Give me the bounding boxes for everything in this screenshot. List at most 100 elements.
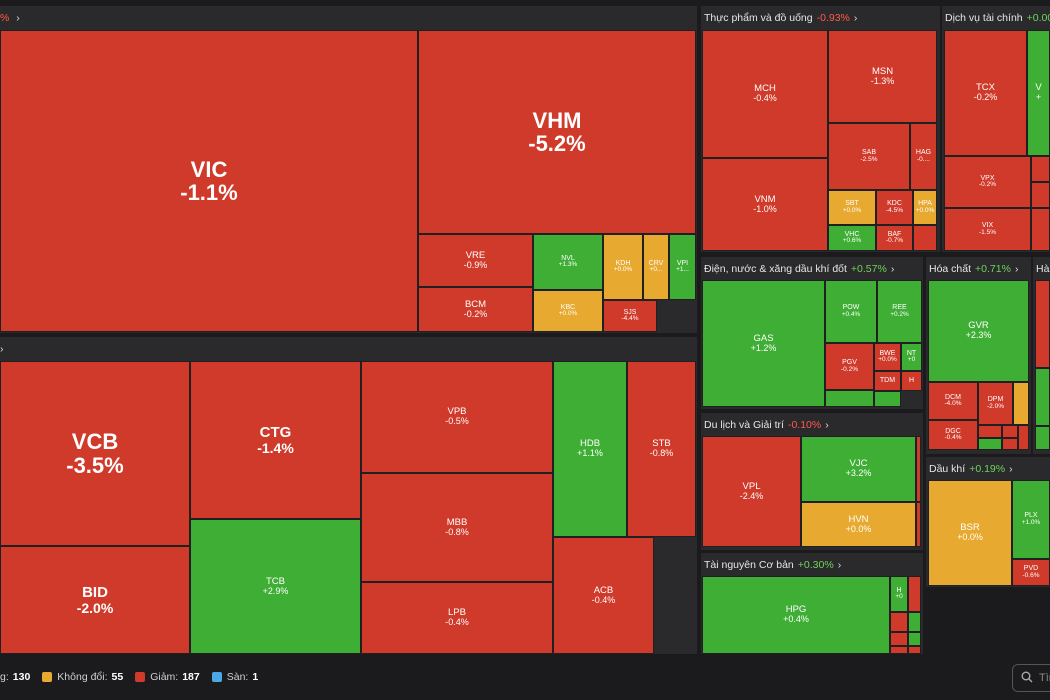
stock-tile-vpi[interactable]: VPI +1...: [669, 234, 696, 300]
stock-tile-small[interactable]: [874, 391, 901, 407]
stock-tile-small[interactable]: [890, 646, 908, 654]
stock-tile-nvl[interactable]: NVL +1.3%: [533, 234, 603, 290]
sector-header[interactable]: Tài nguyên Cơ bản +0.30% ›: [701, 553, 841, 577]
sector-header[interactable]: ›: [0, 337, 4, 361]
stock-tile-small[interactable]: [913, 225, 937, 251]
sector-header[interactable]: Thực phẩm và đồ uống -0.93% ›: [701, 6, 857, 30]
stock-tile-vre[interactable]: VRE -0.9%: [418, 234, 533, 287]
stock-tile-small[interactable]: [908, 632, 921, 646]
search-box[interactable]: Tìm: [1012, 664, 1050, 692]
stock-tile-msn[interactable]: MSN -1.3%: [828, 30, 937, 123]
stock-tile-kbc[interactable]: KBC +0.0%: [533, 290, 603, 332]
stock-change: -2.0%: [76, 599, 114, 616]
stock-tile-tcx[interactable]: TCX -0.2%: [944, 30, 1027, 156]
stock-tile-small[interactable]: [1031, 182, 1050, 208]
stock-tile-tcb[interactable]: TCB +2.9%: [190, 519, 361, 654]
sector-header[interactable]: Điện, nước & xăng dầu khí đốt +0.57% ›: [701, 257, 894, 281]
sector-header[interactable]: Hàn: [1033, 257, 1050, 281]
stock-ticker: KDH: [615, 259, 631, 267]
stock-tile-vic[interactable]: VIC -1.1%: [0, 30, 418, 332]
search-icon: [1021, 671, 1039, 686]
stock-tile-bwe[interactable]: BWE +0.0%: [874, 343, 901, 371]
stock-tile-dcm[interactable]: DCM -4.0%: [928, 382, 978, 420]
stock-tile-v[interactable]: V +: [1027, 30, 1050, 156]
stock-tile-vhm[interactable]: VHM -5.2%: [418, 30, 696, 234]
stock-tile-nt2[interactable]: NT +0: [901, 343, 922, 371]
stock-tile-sab[interactable]: SAB -2.5%: [828, 123, 910, 190]
stock-tile-lpb[interactable]: LPB -0.4%: [361, 582, 553, 654]
stock-tile-small[interactable]: [1013, 382, 1029, 425]
stock-tile-small[interactable]: [978, 438, 1002, 450]
stock-tile-small[interactable]: [916, 502, 921, 547]
stock-tile-small[interactable]: [890, 612, 908, 632]
stock-tile-vix[interactable]: VIX -1.5%: [944, 208, 1031, 251]
stock-tile-small[interactable]: [1035, 426, 1050, 450]
stock-tile-small[interactable]: [908, 576, 921, 612]
stock-tile-small[interactable]: [825, 390, 874, 407]
stock-tile-crv[interactable]: CRV +0...: [643, 234, 669, 300]
stock-tile-small[interactable]: [916, 436, 921, 502]
search-input[interactable]: Tìm: [1039, 672, 1050, 684]
stock-tile-small[interactable]: [978, 425, 1002, 438]
stock-tile-baf[interactable]: BAF -0.7%: [876, 225, 913, 251]
stock-tile-h[interactable]: H: [901, 371, 922, 391]
stock-tile-small[interactable]: [1002, 438, 1018, 450]
stock-tile-small[interactable]: [1018, 425, 1029, 450]
stock-tile-small[interactable]: [1031, 156, 1050, 182]
stock-tile-hpa[interactable]: HPA +0.0%: [913, 190, 937, 225]
stock-tile-vjc[interactable]: VJC +3.2%: [801, 436, 916, 502]
stock-tile-ctg[interactable]: CTG -1.4%: [190, 361, 361, 519]
stock-tile-gas[interactable]: GAS +1.2%: [702, 280, 825, 407]
stock-tile-small[interactable]: [1031, 208, 1050, 251]
stock-tile-hpg[interactable]: HPG +0.4%: [702, 576, 890, 654]
legend-flat-label: Không đổi:: [57, 671, 108, 683]
stock-tile-pvd[interactable]: PVD -0.6%: [1012, 559, 1050, 586]
stock-ticker: SJS: [623, 308, 637, 316]
sector-header[interactable]: Du lịch và Giải trí -0.10% ›: [701, 413, 829, 437]
stock-tile-dgc[interactable]: DGC -0.4%: [928, 420, 978, 450]
stock-tile-hsg[interactable]: H +0: [890, 576, 908, 612]
stock-tile-small[interactable]: [1002, 425, 1018, 438]
stock-tile-hvn[interactable]: HVN +0.0%: [801, 502, 916, 547]
stock-tile-mbb[interactable]: MBB -0.8%: [361, 473, 553, 582]
stock-tile-vhc[interactable]: VHC +0.6%: [828, 225, 876, 251]
stock-tile-sbt[interactable]: SBT +0.0%: [828, 190, 876, 225]
stock-tile-tdm[interactable]: TDM: [874, 371, 901, 391]
stock-tile-small[interactable]: [908, 646, 921, 654]
sector-header[interactable]: % ›: [0, 6, 20, 30]
sector-change: +0.19%: [969, 463, 1006, 475]
stock-ticker: HPA: [918, 200, 932, 208]
stock-tile-mch[interactable]: MCH -0.4%: [702, 30, 828, 158]
stock-tile-stb[interactable]: STB -0.8%: [627, 361, 696, 537]
stock-ticker: BAF: [887, 230, 902, 238]
stock-tile-vpl[interactable]: VPL -2.4%: [702, 436, 801, 547]
stock-tile-vpx[interactable]: VPX -0.2%: [944, 156, 1031, 208]
stock-tile-plx[interactable]: PLX +1.0%: [1012, 480, 1050, 559]
stock-tile-sjs[interactable]: SJS -4.4%: [603, 300, 657, 332]
stock-tile-small[interactable]: [890, 632, 908, 646]
sector-header[interactable]: Hóa chất +0.71% ›: [926, 257, 1018, 281]
stock-tile-acb[interactable]: ACB -0.4%: [553, 537, 654, 654]
stock-tile-small[interactable]: [1035, 368, 1050, 426]
stock-tile-bsr[interactable]: BSR +0.0%: [928, 480, 1012, 586]
stock-tile-dpm[interactable]: DPM -2.0%: [978, 382, 1013, 425]
sector-header[interactable]: Dầu khí +0.19% ›: [926, 457, 1013, 481]
stock-tile-small[interactable]: [1035, 280, 1050, 368]
stock-tile-ree[interactable]: REE +0.2%: [877, 280, 922, 343]
stock-tile-pow[interactable]: POW +0.4%: [825, 280, 877, 343]
stock-tile-pgv[interactable]: PGV -0.2%: [825, 343, 874, 390]
sector-name: Điện, nước & xăng dầu khí đốt: [704, 263, 847, 275]
stock-tile-vnm[interactable]: VNM -1.0%: [702, 158, 828, 251]
stock-tile-vcb[interactable]: VCB -3.5%: [0, 361, 190, 546]
stock-tile-hag[interactable]: HAG -0....: [910, 123, 937, 190]
stock-tile-small[interactable]: [908, 612, 921, 632]
stock-tile-kdc[interactable]: KDC -4.5%: [876, 190, 913, 225]
stock-tile-hdb[interactable]: HDB +1.1%: [553, 361, 627, 537]
stock-ticker: VIX: [981, 222, 994, 230]
stock-tile-gvr[interactable]: GVR +2.3%: [928, 280, 1029, 382]
stock-tile-vpb[interactable]: VPB -0.5%: [361, 361, 553, 473]
sector-header[interactable]: Dịch vụ tài chính+0.00%: [942, 6, 1050, 30]
stock-tile-bcm[interactable]: BCM -0.2%: [418, 287, 533, 332]
stock-tile-kdh[interactable]: KDH +0.0%: [603, 234, 643, 300]
stock-tile-bid[interactable]: BID -2.0%: [0, 546, 190, 654]
